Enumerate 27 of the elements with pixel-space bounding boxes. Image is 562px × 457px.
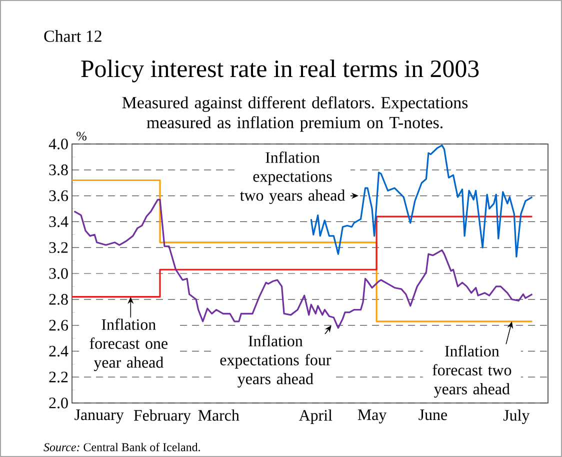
y-tick-label: 2.8: [49, 294, 68, 305]
y-tick-label: 2.0: [49, 398, 68, 408]
chart-subtitle: Measured against different deflators. Expectations measured as inflation premium on T-notes.: [122, 96, 468, 132]
x-tick-label: February: [134, 410, 191, 424]
chart-title: Policy interest rate in real terms in 2003: [81, 60, 479, 82]
annotation: Inflation expectations four years ahead: [220, 335, 332, 388]
annotation: Inflation forecast two years ahead: [432, 345, 512, 398]
y-axis-title: %: [76, 132, 86, 140]
x-tick-label: June: [418, 410, 447, 420]
y-tick-label: 3.4: [49, 216, 68, 228]
annotation: Inflation forecast one year ahead: [90, 318, 168, 372]
x-tick-label: March: [198, 410, 240, 421]
y-tick-label: 2.2: [49, 372, 68, 382]
text: Source: Central Bank of Iceland.: [44, 442, 200, 452]
y-tick-label: 3.6: [49, 190, 68, 202]
y-tick-label: 3.8: [49, 164, 68, 176]
y-tick-label: 3.0: [49, 268, 68, 279]
caption: Chart 12: [44, 30, 102, 42]
y-tick-label: 2.6: [49, 320, 68, 331]
x-tick-label: July: [503, 410, 530, 424]
x-tick-label: April: [298, 410, 332, 424]
annotation: Inflation expectations two years ahead: [240, 152, 345, 204]
y-tick-label: 4.0: [48, 138, 68, 150]
x-tick-label: May: [358, 410, 387, 424]
y-tick-label: 2.4: [49, 346, 68, 357]
x-tick-label: January: [74, 410, 124, 424]
y-tick-label: 3.2: [49, 242, 68, 253]
